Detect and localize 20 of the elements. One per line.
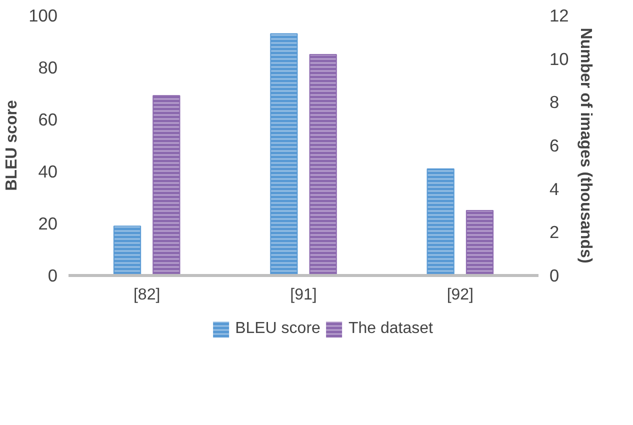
y2-axis-title: Number of images (thousands) bbox=[576, 28, 594, 264]
legend-label: BLEU score bbox=[235, 320, 320, 338]
y2-tick-label: 6 bbox=[550, 136, 560, 156]
y-axis-title: BLEU score bbox=[4, 100, 21, 191]
y-tick-label: 20 bbox=[38, 214, 58, 234]
y-tick-label: 0 bbox=[48, 266, 58, 286]
y2-tick-label: 0 bbox=[550, 266, 560, 286]
y2-tick-label: 2 bbox=[550, 222, 560, 242]
y2-tick-label: 12 bbox=[550, 6, 569, 26]
x-tick-label: [91] bbox=[290, 286, 317, 304]
y-tick-label: 40 bbox=[38, 162, 58, 182]
y2-tick-label: 8 bbox=[550, 92, 560, 112]
y2-tick-label: 4 bbox=[550, 178, 560, 199]
legend-label: The dataset bbox=[348, 320, 433, 338]
x-tick-label: [92] bbox=[446, 286, 474, 304]
y-tick-label: 100 bbox=[28, 6, 58, 26]
y-tick-label: 80 bbox=[38, 58, 58, 78]
y-tick-label: 60 bbox=[38, 110, 58, 130]
y2-tick-label: 10 bbox=[550, 48, 569, 69]
x-tick-label: [82] bbox=[133, 286, 160, 304]
